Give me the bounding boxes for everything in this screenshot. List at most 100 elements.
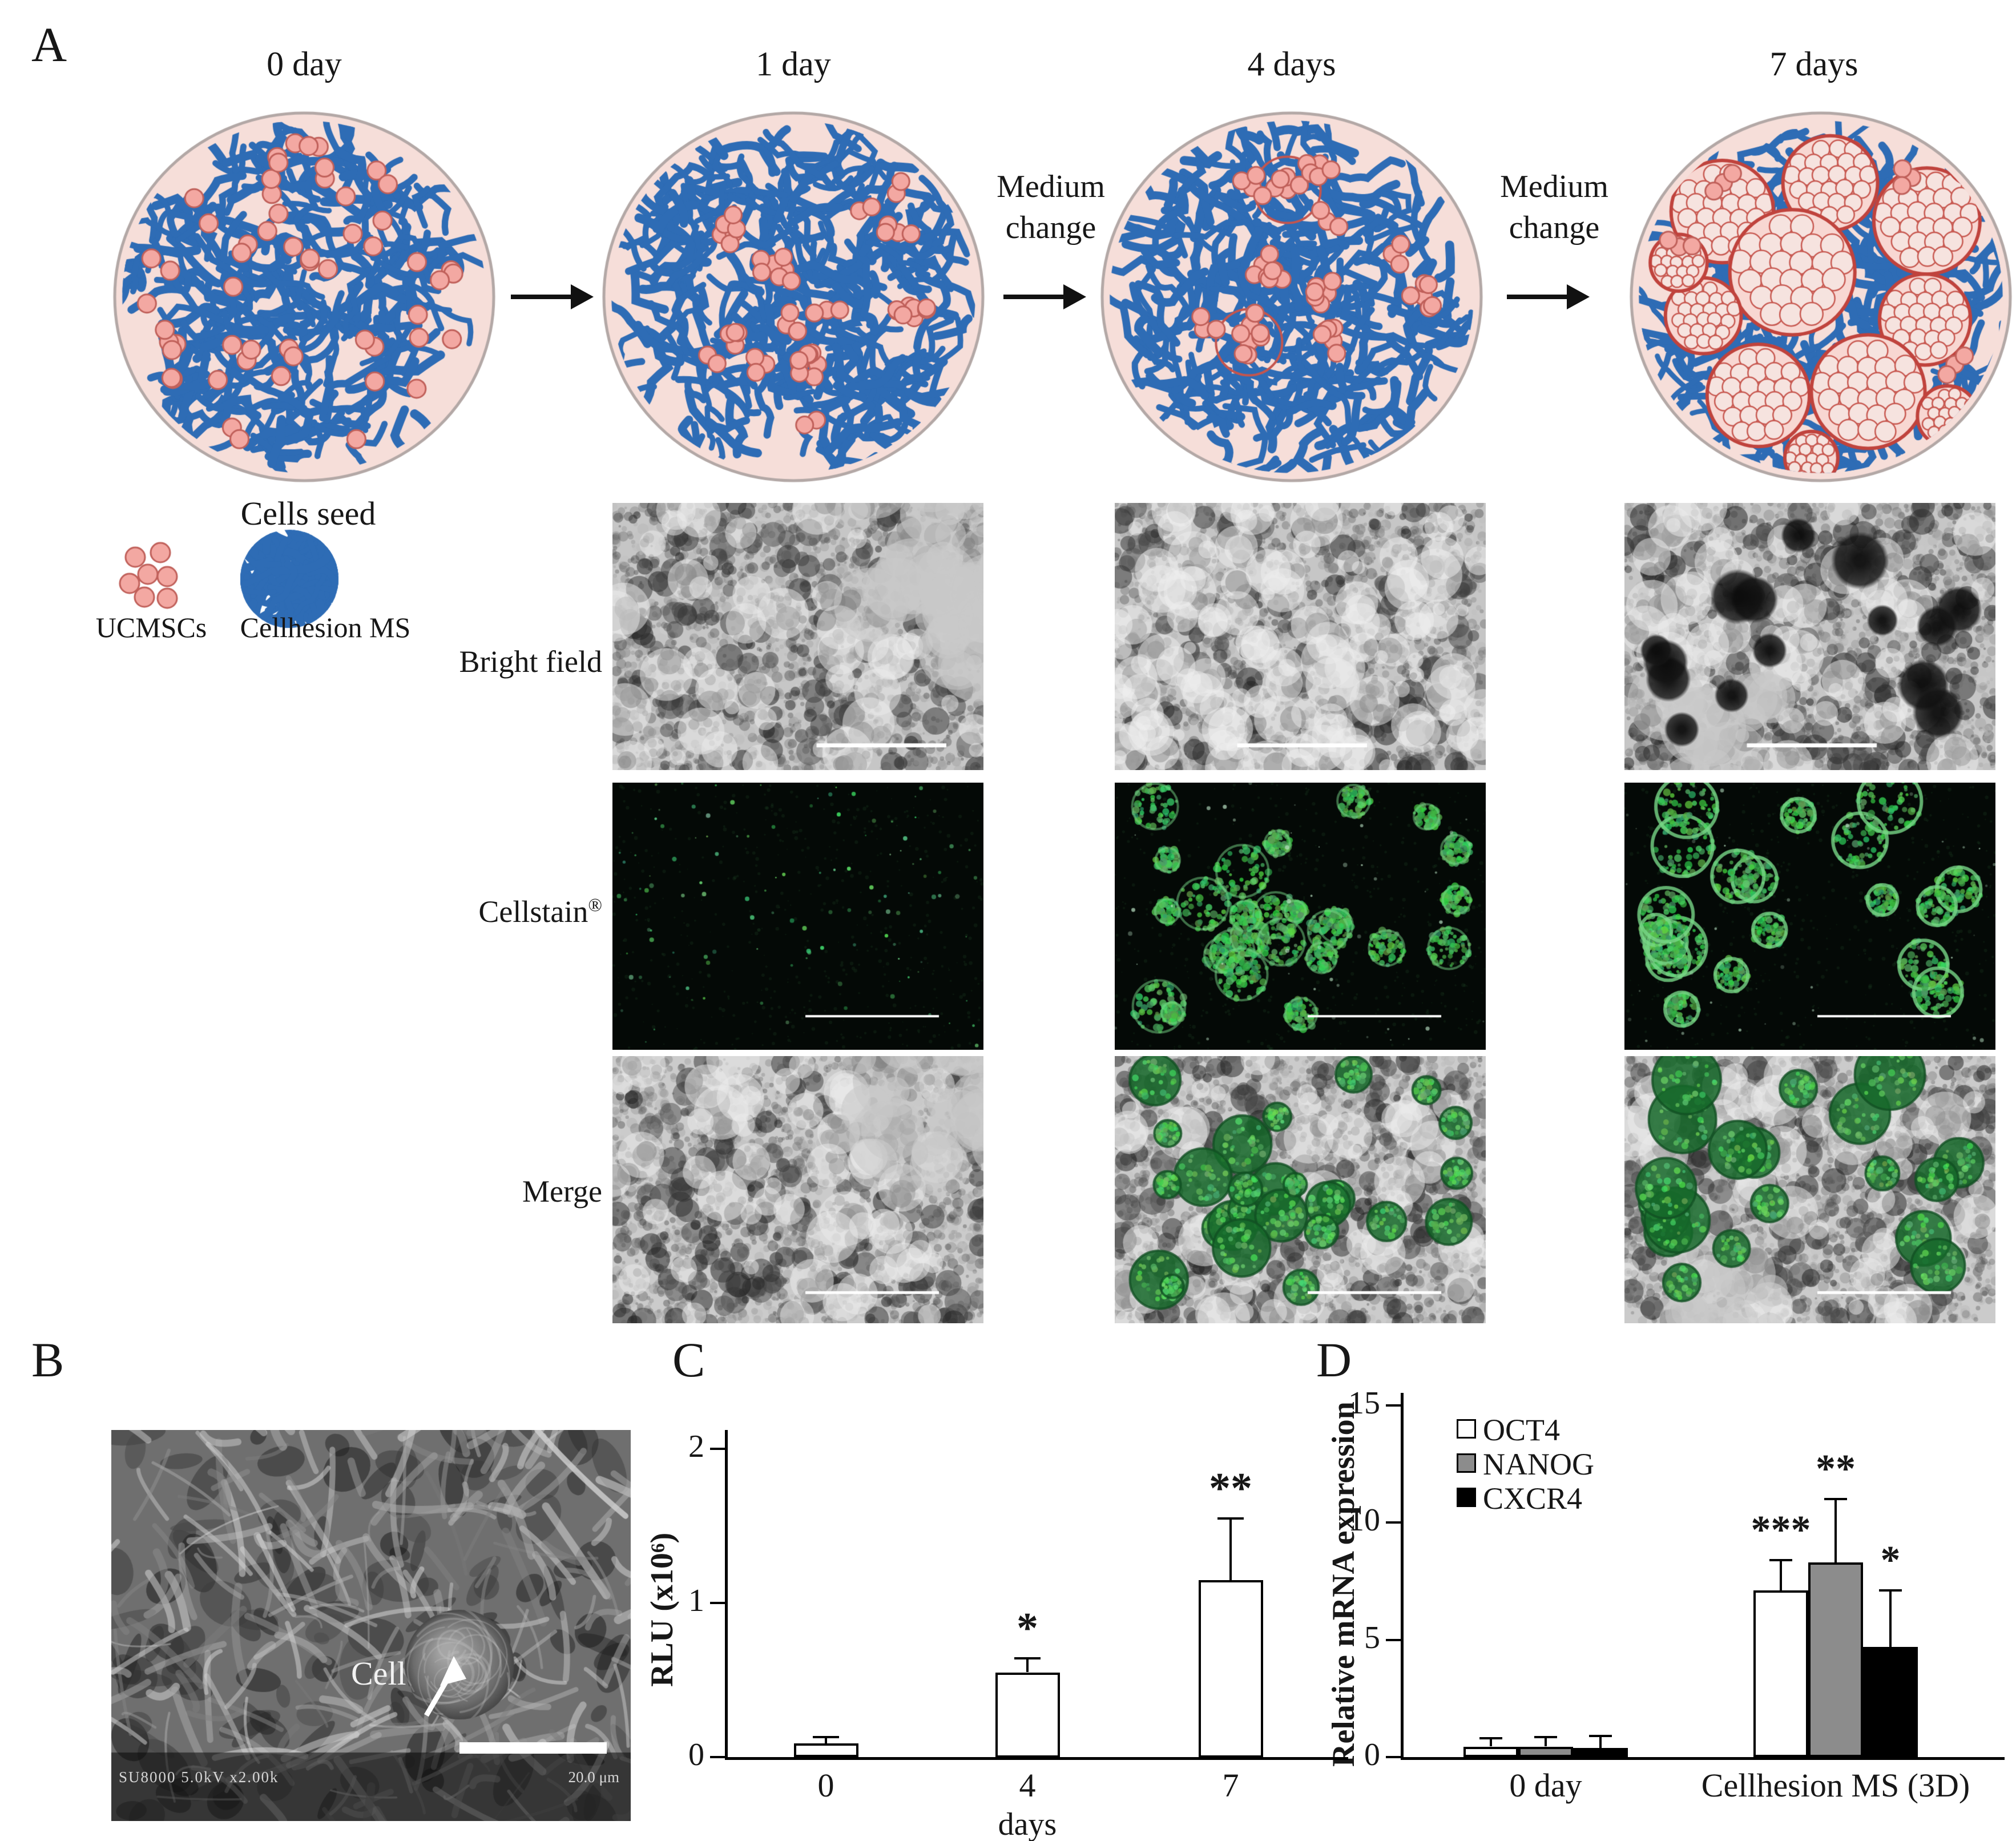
chart-c-x-axis	[725, 1757, 1348, 1760]
chart-d-ytick-label: 10	[1348, 1502, 1380, 1538]
sem-cell-annotation: Cell	[351, 1655, 406, 1692]
chart-d-error-cap	[1534, 1736, 1557, 1738]
chart-c-error-cap	[813, 1736, 839, 1738]
micrograph-cellstain-7days	[1624, 783, 1995, 1050]
chart-d-legend-label-oct4: OCT4	[1483, 1413, 1560, 1447]
chart-d-bar-nanog	[1808, 1562, 1863, 1757]
chart-d-error-whisker	[1545, 1737, 1547, 1746]
sem-cell-arrow-icon	[424, 1656, 466, 1717]
chart-d-ytick	[1386, 1756, 1401, 1758]
panel-d-label: D	[1316, 1332, 1352, 1387]
ucmsc-legend-label: UCMSCs	[95, 611, 207, 643]
chart-d-error-whisker	[1889, 1590, 1892, 1647]
chart-d-error-cap	[1824, 1498, 1847, 1500]
chart-c-bar	[995, 1673, 1060, 1758]
panel-c-label: C	[672, 1332, 705, 1387]
sem-image	[111, 1430, 631, 1821]
chart-d-error-whisker	[1780, 1560, 1782, 1590]
chart-c-ytick-label: 0	[688, 1737, 704, 1772]
row-label-bright-field: Bright field	[459, 644, 602, 679]
chart-c-category-label: 7	[1222, 1767, 1239, 1804]
chart-d-bar-nanog	[1518, 1747, 1573, 1757]
chart-c-significance: *	[1017, 1604, 1038, 1652]
arrow-0-to-1	[511, 295, 572, 299]
panel-b-label: B	[31, 1332, 64, 1387]
micrograph-cellstain-1day	[612, 783, 983, 1050]
dish-illustration-1day	[599, 103, 987, 491]
chart-d-error-cap	[1589, 1735, 1612, 1737]
micrograph-cellstain-4days	[1115, 783, 1486, 1050]
chart-d-bar-cxcr4	[1863, 1647, 1918, 1757]
chart-c-category-label: 0	[817, 1767, 834, 1804]
micrograph-brightfield-1day	[612, 503, 983, 770]
chart-c-ytick	[710, 1602, 725, 1604]
chart-d-significance: *	[1880, 1538, 1901, 1582]
sem-scale-text: 20.0 μm	[568, 1769, 619, 1786]
chart-d-x-axis	[1401, 1757, 2005, 1760]
timepoint-label-4days: 4 days	[1247, 45, 1336, 83]
chart-d-error-whisker	[1599, 1736, 1602, 1748]
arrow-4-to-7	[1507, 295, 1569, 299]
row-label-cellstain: Cellstain®	[478, 895, 602, 929]
sem-scale-bar	[459, 1742, 607, 1754]
chart-d-category-label: 0 day	[1509, 1767, 1582, 1804]
chart-d-legend-label-nanog: NANOG	[1483, 1447, 1594, 1481]
chart-c-category-label: 4	[1019, 1767, 1036, 1804]
chart-d-legend-swatch-oct4	[1457, 1419, 1476, 1439]
chart-d-significance: **	[1816, 1447, 1856, 1491]
chart-c-error-whisker	[825, 1737, 827, 1743]
chart-d-legend-swatch-nanog	[1457, 1453, 1476, 1473]
panel-a-label: A	[31, 17, 67, 72]
micrograph-brightfield-4days	[1115, 503, 1486, 770]
chart-c-error-cap	[1217, 1517, 1244, 1520]
medium-change-label-2: Medium change	[1500, 169, 1608, 245]
dish-illustration-7days	[1627, 103, 2015, 491]
micrograph-brightfield-7days	[1624, 503, 1995, 770]
cells-seed-label: Cells seed	[240, 495, 376, 532]
cellhesion-legend-label: Cellhesion MS	[240, 611, 411, 643]
chart-d-error-whisker	[1490, 1738, 1492, 1746]
chart-c-ytick-label: 1	[688, 1583, 704, 1618]
dish-illustration-0day	[110, 103, 498, 491]
chart-d-error-cap	[1879, 1589, 1902, 1592]
sem-meta-text: SU8000 5.0kV x2.00k	[119, 1769, 279, 1786]
chart-d-error-whisker	[1834, 1499, 1837, 1562]
arrowhead-1-to-4	[1063, 284, 1086, 309]
micrograph-merge-1day	[612, 1056, 983, 1323]
chart-d-bar-oct4	[1753, 1590, 1808, 1757]
chart-d-ytick-label: 0	[1364, 1737, 1380, 1772]
chart-c-ytick	[710, 1756, 725, 1758]
timepoint-label-7days: 7 days	[1769, 45, 1858, 83]
chart-d-ytick	[1386, 1521, 1401, 1524]
ucmsc-cells-icon	[111, 541, 197, 621]
arrowhead-4-to-7	[1567, 284, 1590, 309]
chart-c-error-cap	[1014, 1657, 1041, 1659]
chart-c-ytick	[710, 1448, 725, 1450]
chart-d-legend-swatch-cxcr4	[1457, 1488, 1476, 1507]
chart-d-error-cap	[1479, 1737, 1502, 1739]
cellhesion-ms-icon	[237, 526, 342, 632]
chart-c-error-whisker	[1026, 1658, 1029, 1672]
chart-d-ytick-label: 5	[1364, 1620, 1380, 1655]
chart-d-y-axis	[1401, 1393, 1404, 1760]
chart-d-legend-label-cxcr4: CXCR4	[1483, 1481, 1583, 1516]
chart-c-x-axis-title: days	[998, 1807, 1057, 1841]
chart-c-ytick-label: 2	[688, 1429, 704, 1464]
chart-d-error-cap	[1769, 1559, 1792, 1561]
chart-d-ytick-label: 15	[1348, 1385, 1380, 1421]
micrograph-merge-7days	[1624, 1056, 1995, 1323]
chart-d-ytick	[1386, 1404, 1401, 1407]
chart-c-y-axis	[725, 1430, 728, 1760]
row-label-merge: Merge	[522, 1174, 602, 1208]
medium-change-label-1: Medium change	[997, 169, 1105, 245]
timepoint-label-0day: 0 day	[267, 45, 342, 83]
dish-illustration-4days	[1098, 103, 1486, 491]
arrow-1-to-4	[1003, 295, 1065, 299]
chart-d-ytick	[1386, 1639, 1401, 1641]
chart-c-error-whisker	[1229, 1518, 1232, 1580]
arrowhead-0-to-1	[571, 284, 594, 309]
chart-c-bar	[794, 1743, 858, 1757]
chart-d-bar-cxcr4	[1573, 1748, 1628, 1757]
chart-c-bar	[1199, 1580, 1263, 1758]
